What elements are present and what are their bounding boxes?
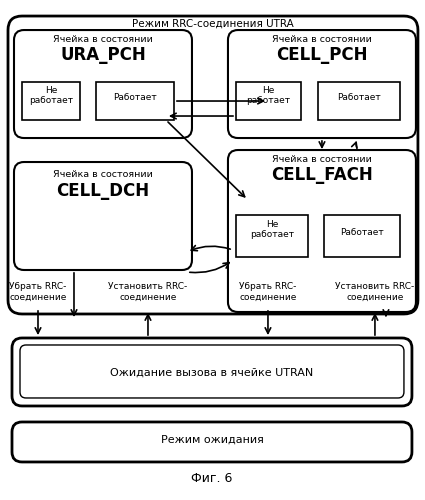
Text: Ячейка в состоянии: Ячейка в состоянии (272, 155, 372, 164)
Text: Установить RRC-
соединение: Установить RRC- соединение (108, 282, 187, 302)
Text: CELL_DCH: CELL_DCH (57, 182, 150, 200)
Text: Фиг. 6: Фиг. 6 (191, 472, 232, 485)
Text: Режим ожидания: Режим ожидания (161, 435, 264, 445)
Text: Работает: Работает (113, 93, 157, 102)
FancyBboxPatch shape (228, 150, 416, 312)
Text: Убрать RRC-
соединение: Убрать RRC- соединение (239, 282, 297, 302)
Text: CELL_FACH: CELL_FACH (271, 166, 373, 184)
FancyBboxPatch shape (12, 338, 412, 406)
Bar (236, 215, 308, 257)
Text: Ячейка в состоянии: Ячейка в состоянии (53, 35, 153, 44)
Text: Ячейка в состоянии: Ячейка в состоянии (53, 170, 153, 179)
Text: Не
работает: Не работает (246, 86, 290, 106)
Bar (96, 82, 174, 120)
FancyBboxPatch shape (12, 422, 412, 462)
Text: Работает: Работает (337, 93, 381, 102)
Text: URA_PCH: URA_PCH (60, 46, 146, 64)
FancyBboxPatch shape (20, 345, 404, 398)
Text: Режим RRC-соединения UTRA: Режим RRC-соединения UTRA (132, 19, 294, 29)
Text: Не
работает: Не работает (250, 220, 294, 240)
Text: Не
работает: Не работает (29, 86, 73, 106)
FancyBboxPatch shape (228, 30, 416, 138)
Text: Убрать RRC-
соединение: Убрать RRC- соединение (9, 282, 67, 302)
Bar (236, 82, 301, 120)
FancyBboxPatch shape (14, 162, 192, 270)
Text: CELL_PCH: CELL_PCH (276, 46, 368, 64)
Bar (22, 82, 80, 120)
FancyBboxPatch shape (8, 16, 418, 314)
Text: Ожидание вызова в ячейке UTRAN: Ожидание вызова в ячейке UTRAN (110, 368, 314, 378)
Bar (318, 82, 400, 120)
Bar (324, 215, 400, 257)
Text: Работает: Работает (340, 228, 384, 237)
FancyBboxPatch shape (14, 30, 192, 138)
Text: Ячейка в состоянии: Ячейка в состоянии (272, 35, 372, 44)
Text: Установить RRC-
соединение: Установить RRC- соединение (335, 282, 414, 302)
